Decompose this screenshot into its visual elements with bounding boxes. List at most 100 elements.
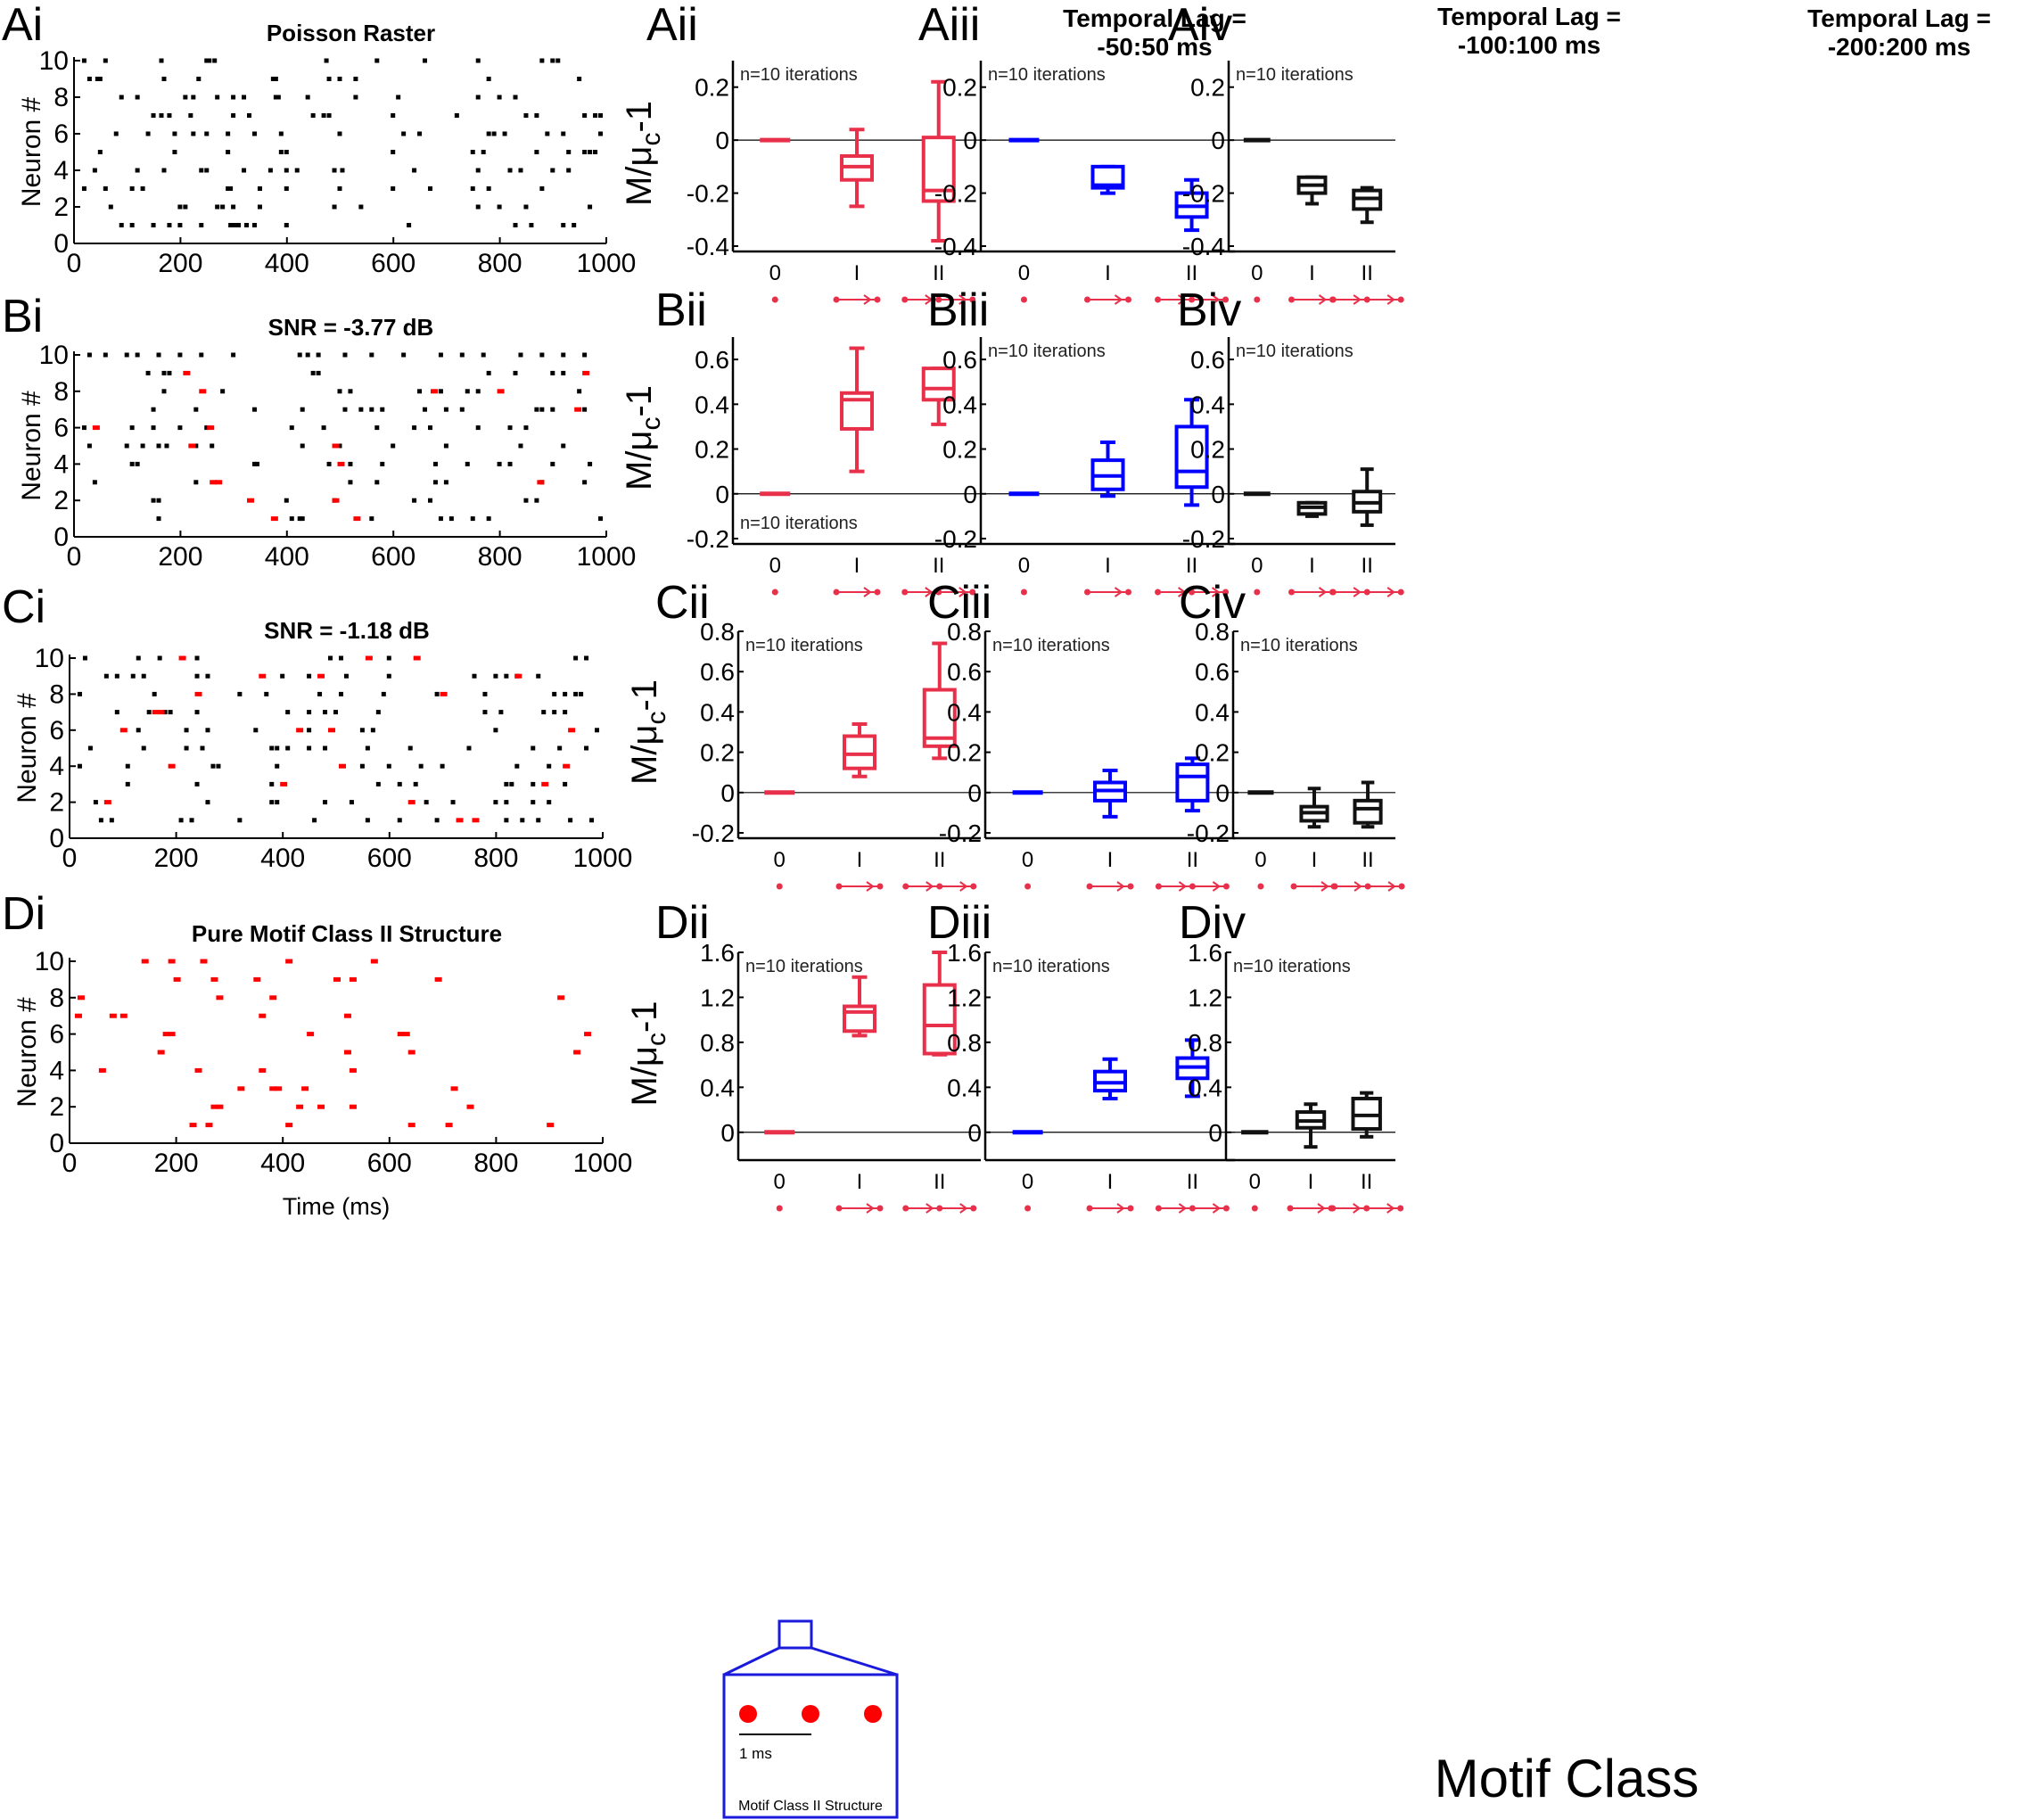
y-tick-label: 0.8 <box>1188 1029 1222 1057</box>
y-label-main: M/μ <box>625 1046 664 1106</box>
spike-mark <box>157 1050 165 1055</box>
spike-mark <box>359 763 365 769</box>
box-panel-biii: Biii-0.200.20.40.60 I IIn=10 iterations <box>927 284 1235 597</box>
spike-mark <box>259 1013 267 1018</box>
y-label-tail: -1 <box>620 101 659 133</box>
spike-mark <box>77 691 82 696</box>
motif-arrowhead <box>863 587 872 597</box>
spike-mark <box>109 818 114 823</box>
spike-mark <box>342 352 348 358</box>
box-panel-aiv: Aiv-0.4-0.200.20 I IIn=10 iterations <box>1168 0 1404 305</box>
spike-mark <box>257 186 262 191</box>
y-tick-label: 4 <box>49 752 64 781</box>
spike-mark <box>561 131 566 136</box>
spike-mark <box>86 443 92 449</box>
spike-mark <box>417 131 423 136</box>
spike-mark <box>210 976 218 982</box>
spike-mark <box>113 131 119 136</box>
y-tick-label: -0.2 <box>934 525 977 553</box>
spike-mark <box>108 204 113 210</box>
spike-mark <box>328 655 333 661</box>
y-label-main: M/μ <box>625 725 664 785</box>
spike-mark <box>135 461 140 466</box>
spike-mark <box>135 95 140 100</box>
spike-mark <box>552 710 557 715</box>
spike-mark <box>93 800 98 805</box>
y-axis-label: Neuron # <box>12 997 42 1108</box>
spike-mark <box>539 186 545 191</box>
spike-mark <box>193 480 199 485</box>
spike-mark <box>242 95 247 100</box>
spike-mark <box>189 1123 197 1128</box>
spike-mark <box>340 168 345 173</box>
column-headers: Temporal Lag = -50:50 ms Temporal Lag = -1… <box>1063 3 1991 61</box>
spike-mark <box>183 204 188 210</box>
spike-mark <box>427 498 432 503</box>
spike-mark <box>396 95 401 100</box>
spike-mark <box>470 150 475 154</box>
panel-label: Bi <box>2 291 43 342</box>
spike-mark <box>204 131 210 136</box>
spike-mark <box>497 389 505 394</box>
spike-mark <box>323 745 328 751</box>
spike-mark <box>140 443 145 449</box>
spike-mark <box>124 443 129 449</box>
x-tick-label: 0 <box>67 542 82 572</box>
spike-mark <box>269 1086 277 1091</box>
column-header-line: Temporal Lag = <box>1807 4 1991 32</box>
spike-mark <box>539 58 545 63</box>
spike-mark <box>531 800 536 805</box>
spike-mark <box>582 150 588 154</box>
y-tick-label: 0.2 <box>695 74 729 102</box>
category-label: 0 <box>774 848 786 872</box>
box-II <box>1175 756 1210 813</box>
spike-mark <box>374 480 380 485</box>
spike-mark <box>86 352 92 358</box>
spike-mark <box>178 818 184 823</box>
spike-mark <box>584 655 589 661</box>
spike-mark <box>572 223 577 227</box>
spike-mark <box>502 131 507 136</box>
spike-mark <box>284 498 289 503</box>
y-axis-label: M/μc-1 <box>625 1001 671 1106</box>
motif-arrowhead <box>1177 294 1187 305</box>
y-tick-label: 0 <box>49 1129 64 1158</box>
y-tick-label: 0.4 <box>1188 1074 1222 1101</box>
spike-mark <box>97 77 103 81</box>
spike-mark <box>189 818 194 823</box>
spike-mark <box>284 150 289 154</box>
spike-mark <box>353 516 361 522</box>
spike-mark <box>326 77 332 81</box>
spike-mark <box>140 186 145 191</box>
y-label-tail: -1 <box>625 679 664 712</box>
panel-label: Biv <box>1177 284 1241 336</box>
spike-mark <box>445 1123 453 1128</box>
spike-mark <box>475 425 481 431</box>
y-tick-label: -0.4 <box>1182 233 1225 260</box>
spike-mark <box>328 728 336 733</box>
spike-mark <box>582 407 588 412</box>
y-tick-label: 0.4 <box>700 698 735 726</box>
spike-mark <box>486 186 491 191</box>
iterations-note: n=10 iterations <box>745 957 863 976</box>
category-label: II <box>1362 848 1373 872</box>
spike-mark <box>253 728 259 733</box>
spike-mark <box>412 498 417 503</box>
category-label: 0 <box>1022 848 1033 872</box>
spike-mark <box>228 223 234 227</box>
spike-mark <box>466 745 472 751</box>
spike-mark <box>254 461 259 466</box>
spike-mark <box>145 131 151 136</box>
spike-mark <box>210 763 216 769</box>
spike-mark <box>541 710 547 715</box>
spike-mark <box>191 131 196 136</box>
spike-mark <box>582 352 588 358</box>
box-I <box>1296 175 1328 206</box>
spike-mark <box>523 204 529 210</box>
spike-mark <box>321 425 326 431</box>
panel-label: Ciii <box>927 577 991 629</box>
motif-dot <box>771 296 778 303</box>
spike-mark <box>77 995 85 1001</box>
spike-mark <box>573 655 579 661</box>
spike-mark <box>343 673 349 679</box>
